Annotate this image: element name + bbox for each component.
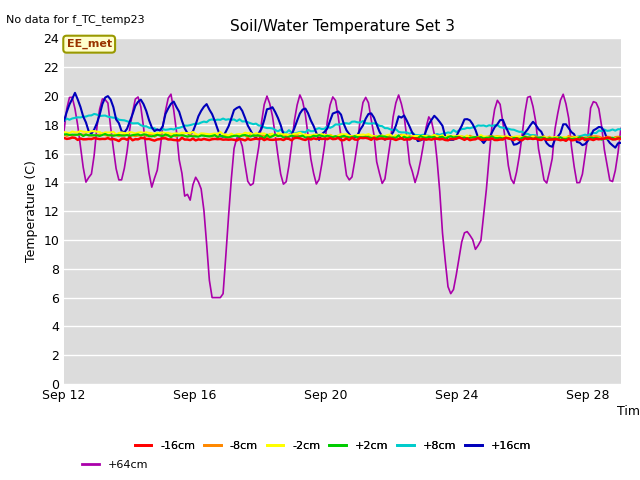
Title: Soil/Water Temperature Set 3: Soil/Water Temperature Set 3 — [230, 20, 455, 35]
Text: No data for f_TC_temp23: No data for f_TC_temp23 — [6, 14, 145, 25]
X-axis label: Time: Time — [616, 405, 640, 418]
Legend: -16cm, -8cm, -2cm, +2cm, +8cm, +16cm: -16cm, -8cm, -2cm, +2cm, +8cm, +16cm — [130, 436, 536, 455]
Y-axis label: Temperature (C): Temperature (C) — [25, 160, 38, 262]
Text: EE_met: EE_met — [67, 39, 112, 49]
Legend: +64cm: +64cm — [77, 456, 153, 474]
